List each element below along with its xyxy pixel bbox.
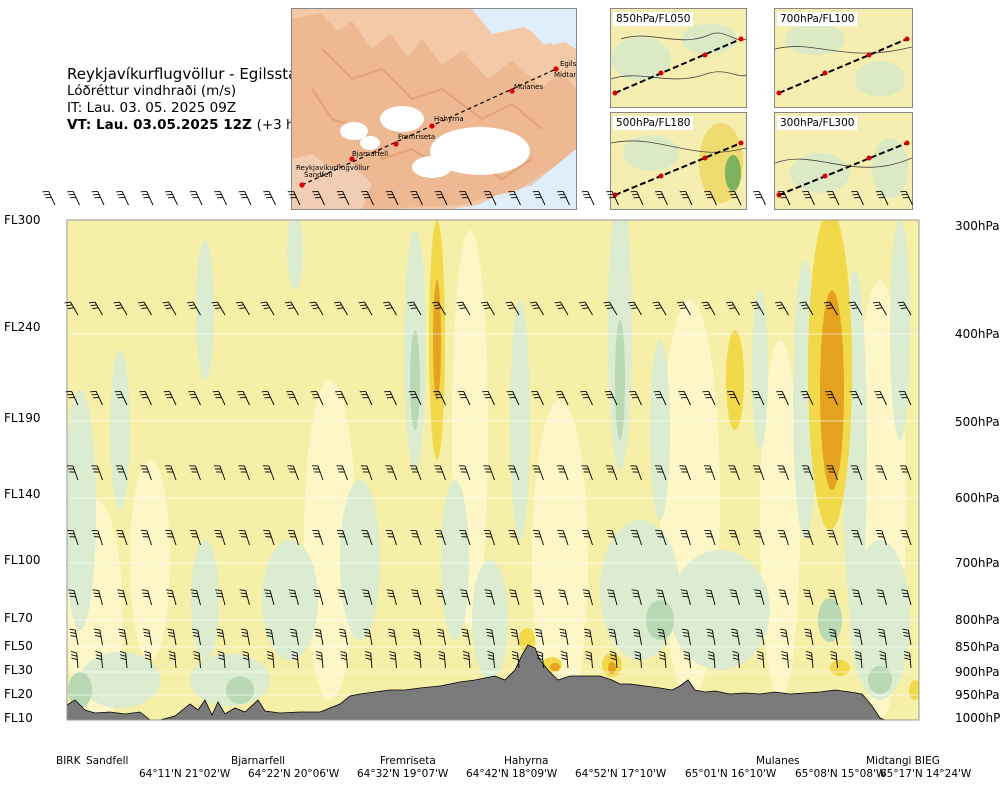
- wind-barbs: [42, 190, 913, 669]
- coord-label: 64°32'N 19°07'W: [357, 768, 449, 780]
- inset-map-500hpa: 500hPa/FL180: [610, 112, 747, 210]
- fl-label: FL70: [4, 611, 33, 625]
- hpa-label: 300hPa: [955, 219, 1000, 233]
- terrain-profile: [67, 644, 919, 720]
- fl-label: FL50: [4, 639, 33, 653]
- coord-label: 65°08'N 15°08'W: [795, 768, 887, 780]
- station-label-fremriseta: Fremriseta: [398, 133, 435, 141]
- fl-label: FL240: [4, 320, 41, 334]
- inset-map-300hpa: 300hPa/FL300: [774, 112, 913, 210]
- fl-label: FL100: [4, 553, 41, 567]
- inset-map-700hpa: 700hPa/FL100: [774, 8, 913, 108]
- route-map: Reykjavíkurflugvöllur Sandfell Bjarnarfe…: [291, 8, 577, 210]
- station-sandfell: Sandfell: [86, 755, 129, 767]
- station-label-mulanes: Mulanes: [514, 83, 543, 91]
- coord-label: 65°17'N 14°24'W: [880, 768, 972, 780]
- inset-label-850: 850hPa/FL050: [613, 12, 694, 26]
- hpa-label: 400hPa: [955, 327, 1000, 341]
- inset-label-500: 500hPa/FL180: [613, 116, 694, 130]
- route-title: Reykjavíkurflugvöllur - Egilsstadir: [67, 65, 318, 83]
- hpa-label: 950hPa: [955, 688, 1000, 702]
- valid-time: VT: Lau. 03.05.2025 12Z (+3 h): [67, 117, 317, 134]
- station-bjarnarfell: Bjarnarfell: [231, 755, 286, 767]
- title-block: Reykjavíkurflugvöllur - Egilsstadir Lóðr…: [67, 66, 317, 134]
- station-birk: BIRK: [56, 755, 81, 767]
- hpa-label: 700hPa: [955, 556, 1000, 570]
- inset-label-700: 700hPa/FL100: [777, 12, 858, 26]
- inset-map-850hpa: 850hPa/FL050: [610, 8, 747, 108]
- station-mulanes: Mulanes: [756, 755, 800, 767]
- station-fremriseta: Fremriseta: [380, 755, 436, 767]
- station-label-sandfell: Sandfell: [304, 171, 332, 179]
- subtitle: Lóðréttur vindhraði (m/s): [67, 83, 237, 99]
- fl-label: FL10: [4, 711, 33, 725]
- coord-label: 64°52'N 17°10'W: [575, 768, 667, 780]
- valid-offset: (+3 h): [256, 117, 300, 133]
- station-hahyrna: Hahyrna: [504, 755, 549, 767]
- fl-label: FL140: [4, 487, 41, 501]
- fl-label: FL30: [4, 663, 33, 677]
- inset-label-300: 300hPa/FL300: [777, 116, 858, 130]
- station-label-reykjavik: Reykjavíkurflugvöllur: [296, 164, 370, 172]
- station-midtangi-bieg: Midtangi BIEG: [866, 755, 940, 767]
- coord-label: 65°01'N 16°10'W: [685, 768, 777, 780]
- vertical-wind-field: [67, 220, 919, 720]
- hpa-label: 850hPa: [955, 640, 1000, 654]
- coord-label: 64°42'N 18°09'W: [466, 768, 558, 780]
- station-label-midtangi: Midtangi: [554, 71, 576, 79]
- hpa-label: 600hPa: [955, 491, 1000, 505]
- fl-label: FL300: [4, 213, 41, 227]
- hpa-label: 800hPa: [955, 613, 1000, 627]
- hpa-label: 500hPa: [955, 415, 1000, 429]
- hpa-label: 1000hPa: [955, 711, 1000, 725]
- station-label-egilss: Egilss: [560, 60, 576, 68]
- issue-time: IT: Lau. 03. 05. 2025 09Z: [67, 100, 237, 116]
- coord-label: 64°22'N 20°06'W: [248, 768, 340, 780]
- fl-label: FL20: [4, 687, 33, 701]
- hpa-label: 900hPa: [955, 665, 1000, 679]
- fl-label: FL190: [4, 411, 41, 425]
- station-label-hahyrna: Hahyrna: [434, 115, 464, 123]
- station-label-bjarnarfell: Bjarnarfell: [352, 150, 388, 158]
- route-map-graphic: Reykjavíkurflugvöllur Sandfell Bjarnarfe…: [292, 9, 576, 209]
- valid-time-value: VT: Lau. 03.05.2025 12Z: [67, 117, 252, 133]
- coord-label: 64°11'N 21°02'W: [139, 768, 231, 780]
